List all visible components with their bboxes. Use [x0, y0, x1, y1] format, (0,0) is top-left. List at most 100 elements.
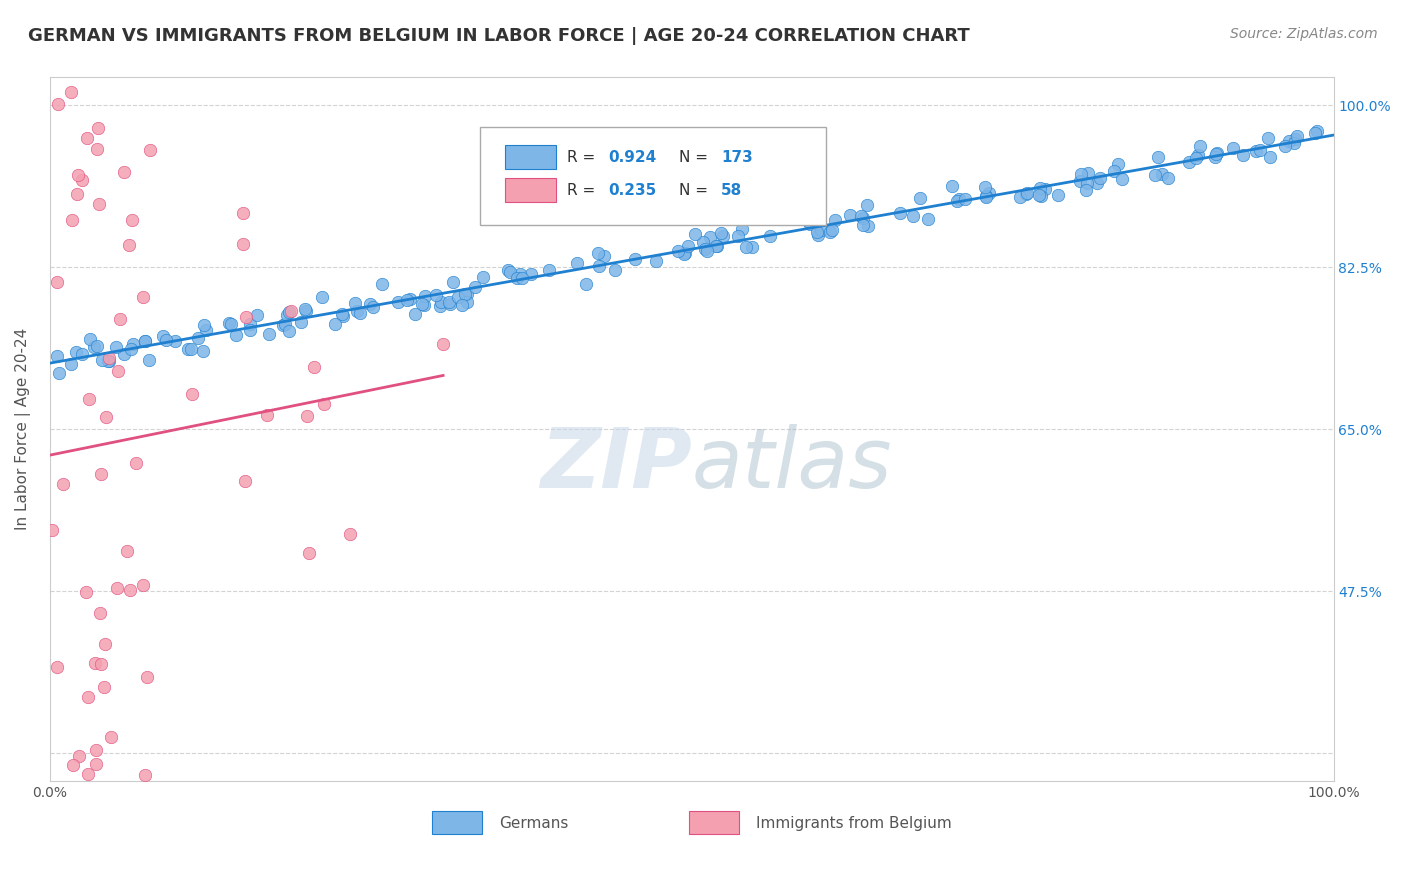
Point: [797, 214, 820, 228]
Point: [136, 670, 159, 684]
Y-axis label: In Labor Force | Age 20-24: In Labor Force | Age 20-24: [15, 328, 31, 530]
Point: [1008, 190, 1031, 204]
Point: [339, 526, 361, 541]
Point: [855, 198, 877, 212]
Point: [132, 290, 155, 304]
Point: [75, 585, 97, 599]
Point: [232, 237, 254, 252]
Point: [332, 309, 354, 323]
Point: [195, 323, 218, 337]
Point: [941, 179, 963, 194]
Point: [118, 238, 141, 252]
Point: [118, 583, 141, 598]
Point: [46, 275, 69, 289]
Point: [86, 339, 108, 353]
Point: [1305, 124, 1327, 138]
Point: [672, 247, 695, 261]
Point: [180, 342, 202, 356]
Point: [852, 218, 875, 232]
Point: [105, 582, 128, 596]
Point: [76, 690, 98, 705]
Point: [411, 297, 433, 311]
Point: [1286, 128, 1309, 143]
Point: [359, 297, 381, 311]
Point: [1017, 186, 1039, 201]
Text: 173: 173: [721, 150, 752, 165]
Point: [537, 263, 560, 277]
Point: [974, 189, 997, 203]
Point: [1070, 167, 1092, 181]
Point: [437, 295, 460, 310]
Point: [134, 334, 156, 348]
Point: [1177, 155, 1199, 169]
Point: [72, 347, 94, 361]
Point: [1076, 176, 1098, 190]
Point: [1015, 187, 1038, 202]
Point: [98, 354, 121, 368]
Point: [676, 239, 699, 253]
Point: [125, 456, 148, 470]
Point: [280, 303, 302, 318]
FancyBboxPatch shape: [479, 127, 827, 225]
Point: [425, 288, 447, 302]
Point: [70, 172, 93, 186]
Text: 0.235: 0.235: [609, 183, 657, 198]
Point: [1102, 163, 1125, 178]
Point: [94, 637, 117, 651]
Point: [346, 303, 368, 318]
Point: [239, 323, 262, 337]
Point: [456, 287, 478, 301]
Point: [404, 307, 426, 321]
Point: [704, 238, 727, 252]
Point: [453, 287, 475, 301]
Point: [193, 343, 215, 358]
Point: [586, 245, 609, 260]
Point: [180, 387, 202, 401]
Point: [152, 329, 174, 343]
Point: [1157, 171, 1180, 186]
Point: [45, 659, 67, 673]
Point: [52, 477, 75, 491]
Point: [271, 318, 294, 333]
Point: [371, 277, 394, 292]
Point: [218, 316, 240, 330]
Point: [675, 246, 697, 260]
Point: [412, 297, 434, 311]
Point: [233, 474, 256, 488]
Point: [256, 409, 278, 423]
Point: [311, 289, 333, 303]
Point: [90, 657, 112, 671]
Point: [246, 308, 269, 322]
Point: [91, 353, 114, 368]
Point: [87, 120, 110, 135]
Point: [1206, 145, 1229, 160]
Point: [139, 143, 162, 157]
Point: [565, 256, 588, 270]
Text: ZIP: ZIP: [540, 424, 692, 505]
Point: [278, 324, 301, 338]
Point: [48, 366, 70, 380]
Point: [1274, 139, 1296, 153]
Point: [727, 228, 749, 243]
Point: [177, 343, 200, 357]
Point: [973, 180, 995, 194]
Text: R =: R =: [567, 183, 600, 198]
Point: [67, 168, 90, 182]
Point: [1257, 131, 1279, 145]
Point: [1076, 183, 1098, 197]
Point: [83, 657, 105, 671]
Point: [120, 342, 142, 356]
Point: [807, 227, 830, 242]
Point: [87, 197, 110, 211]
Point: [430, 294, 453, 309]
Point: [107, 364, 129, 378]
Point: [232, 206, 254, 220]
Point: [62, 757, 84, 772]
Point: [155, 333, 177, 347]
Text: atlas: atlas: [692, 424, 893, 505]
Point: [361, 300, 384, 314]
Point: [1284, 132, 1306, 146]
Point: [302, 359, 325, 374]
Point: [1111, 172, 1133, 186]
Point: [1046, 187, 1069, 202]
